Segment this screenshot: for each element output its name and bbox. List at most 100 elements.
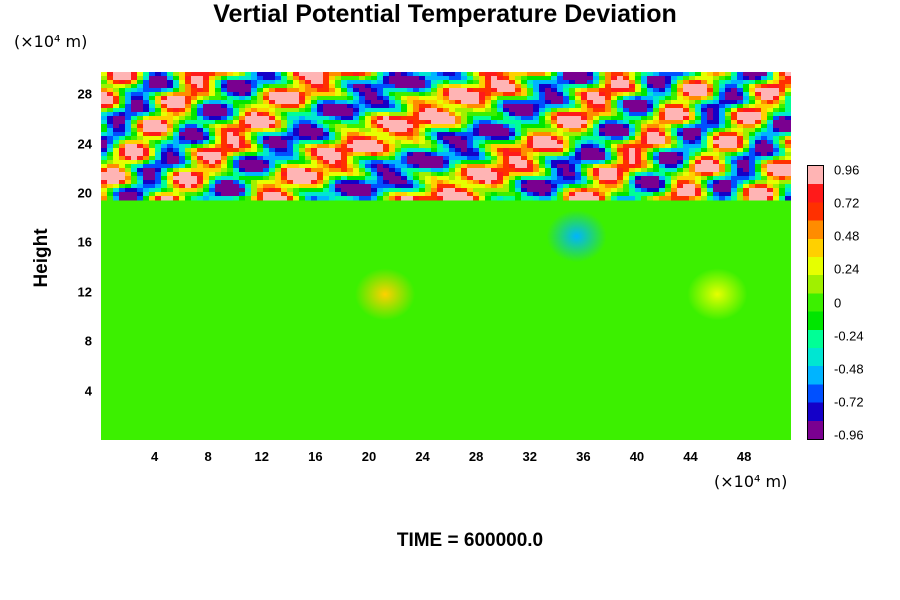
- field-cell: [539, 184, 546, 189]
- field-cell: [623, 84, 630, 89]
- field-cell: [785, 172, 791, 177]
- field-cell: [551, 92, 558, 97]
- field-cell: [731, 76, 738, 81]
- field-cell: [431, 144, 438, 149]
- field-cell: [665, 184, 672, 189]
- field-cell: [701, 148, 708, 153]
- field-cell: [251, 84, 258, 89]
- field-cell: [617, 88, 624, 93]
- field-cell: [323, 184, 330, 189]
- field-cell: [725, 156, 732, 161]
- field-cell: [647, 172, 654, 177]
- field-cell: [149, 136, 156, 141]
- field-cell: [527, 168, 534, 173]
- field-cell: [545, 172, 552, 177]
- field-cell: [263, 120, 270, 125]
- field-cell: [701, 160, 708, 165]
- field-cell: [755, 92, 762, 97]
- field-cell: [305, 92, 312, 97]
- field-cell: [725, 184, 732, 189]
- field-cell: [653, 168, 660, 173]
- field-cell: [167, 168, 174, 173]
- field-cell: [473, 136, 480, 141]
- field-cell: [671, 108, 678, 113]
- field-cell: [245, 140, 252, 145]
- field-cell: [317, 160, 324, 165]
- field-cell: [197, 152, 204, 157]
- field-cell: [539, 160, 546, 165]
- field-cell: [461, 108, 468, 113]
- field-cell: [731, 144, 738, 149]
- field-cell: [467, 80, 474, 85]
- field-cell: [671, 120, 678, 125]
- field-cell: [785, 76, 791, 81]
- field-cell: [269, 136, 276, 141]
- field-cell: [515, 156, 522, 161]
- field-cell: [539, 172, 546, 177]
- field-cell: [425, 80, 432, 85]
- field-cell: [587, 76, 594, 81]
- field-cell: [149, 84, 156, 89]
- field-cell: [311, 80, 318, 85]
- field-cell: [281, 120, 288, 125]
- field-cell: [557, 80, 564, 85]
- field-cell: [437, 88, 444, 93]
- field-cell: [131, 100, 138, 105]
- field-cell: [587, 192, 594, 197]
- field-cell: [437, 104, 444, 109]
- field-cell: [335, 140, 342, 145]
- field-cell: [623, 188, 630, 193]
- field-cell: [635, 132, 642, 137]
- field-cell: [293, 172, 300, 177]
- field-cell: [557, 148, 564, 153]
- field-cell: [419, 160, 426, 165]
- field-cell: [695, 180, 702, 185]
- field-cell: [779, 108, 786, 113]
- field-cell: [455, 176, 462, 181]
- field-cell: [149, 192, 156, 197]
- field-cell: [587, 152, 594, 157]
- field-cell: [431, 176, 438, 181]
- field-cell: [107, 192, 114, 197]
- field-cell: [737, 124, 744, 129]
- field-cell: [341, 140, 348, 145]
- field-cell: [719, 92, 726, 97]
- field-cell: [329, 172, 336, 177]
- field-cell: [461, 148, 468, 153]
- field-cell: [671, 156, 678, 161]
- field-cell: [581, 128, 588, 133]
- field-cell: [689, 168, 696, 173]
- field-cell: [581, 164, 588, 169]
- field-cell: [755, 112, 762, 117]
- field-cell: [491, 176, 498, 181]
- field-cell: [203, 184, 210, 189]
- field-cell: [191, 132, 198, 137]
- field-cell: [767, 76, 774, 81]
- field-cell: [107, 92, 114, 97]
- field-cell: [479, 144, 486, 149]
- field-cell: [779, 100, 786, 105]
- field-cell: [407, 176, 414, 181]
- field-cell: [107, 188, 114, 193]
- field-cell: [779, 172, 786, 177]
- field-cell: [173, 144, 180, 149]
- field-cell: [239, 184, 246, 189]
- field-cell: [701, 184, 708, 189]
- field-cell: [215, 180, 222, 185]
- field-cell: [131, 120, 138, 125]
- field-cell: [455, 148, 462, 153]
- field-cell: [263, 84, 270, 89]
- field-cell: [425, 88, 432, 93]
- field-cell: [251, 196, 258, 201]
- field-cell: [431, 76, 438, 81]
- field-cell: [713, 192, 720, 197]
- field-cell: [581, 100, 588, 105]
- field-cell: [239, 132, 246, 137]
- field-cell: [455, 112, 462, 117]
- field-cell: [137, 196, 144, 201]
- field-cell: [467, 172, 474, 177]
- field-cell: [743, 140, 750, 145]
- field-cell: [131, 164, 138, 169]
- field-cell: [743, 188, 750, 193]
- field-cell: [269, 96, 276, 101]
